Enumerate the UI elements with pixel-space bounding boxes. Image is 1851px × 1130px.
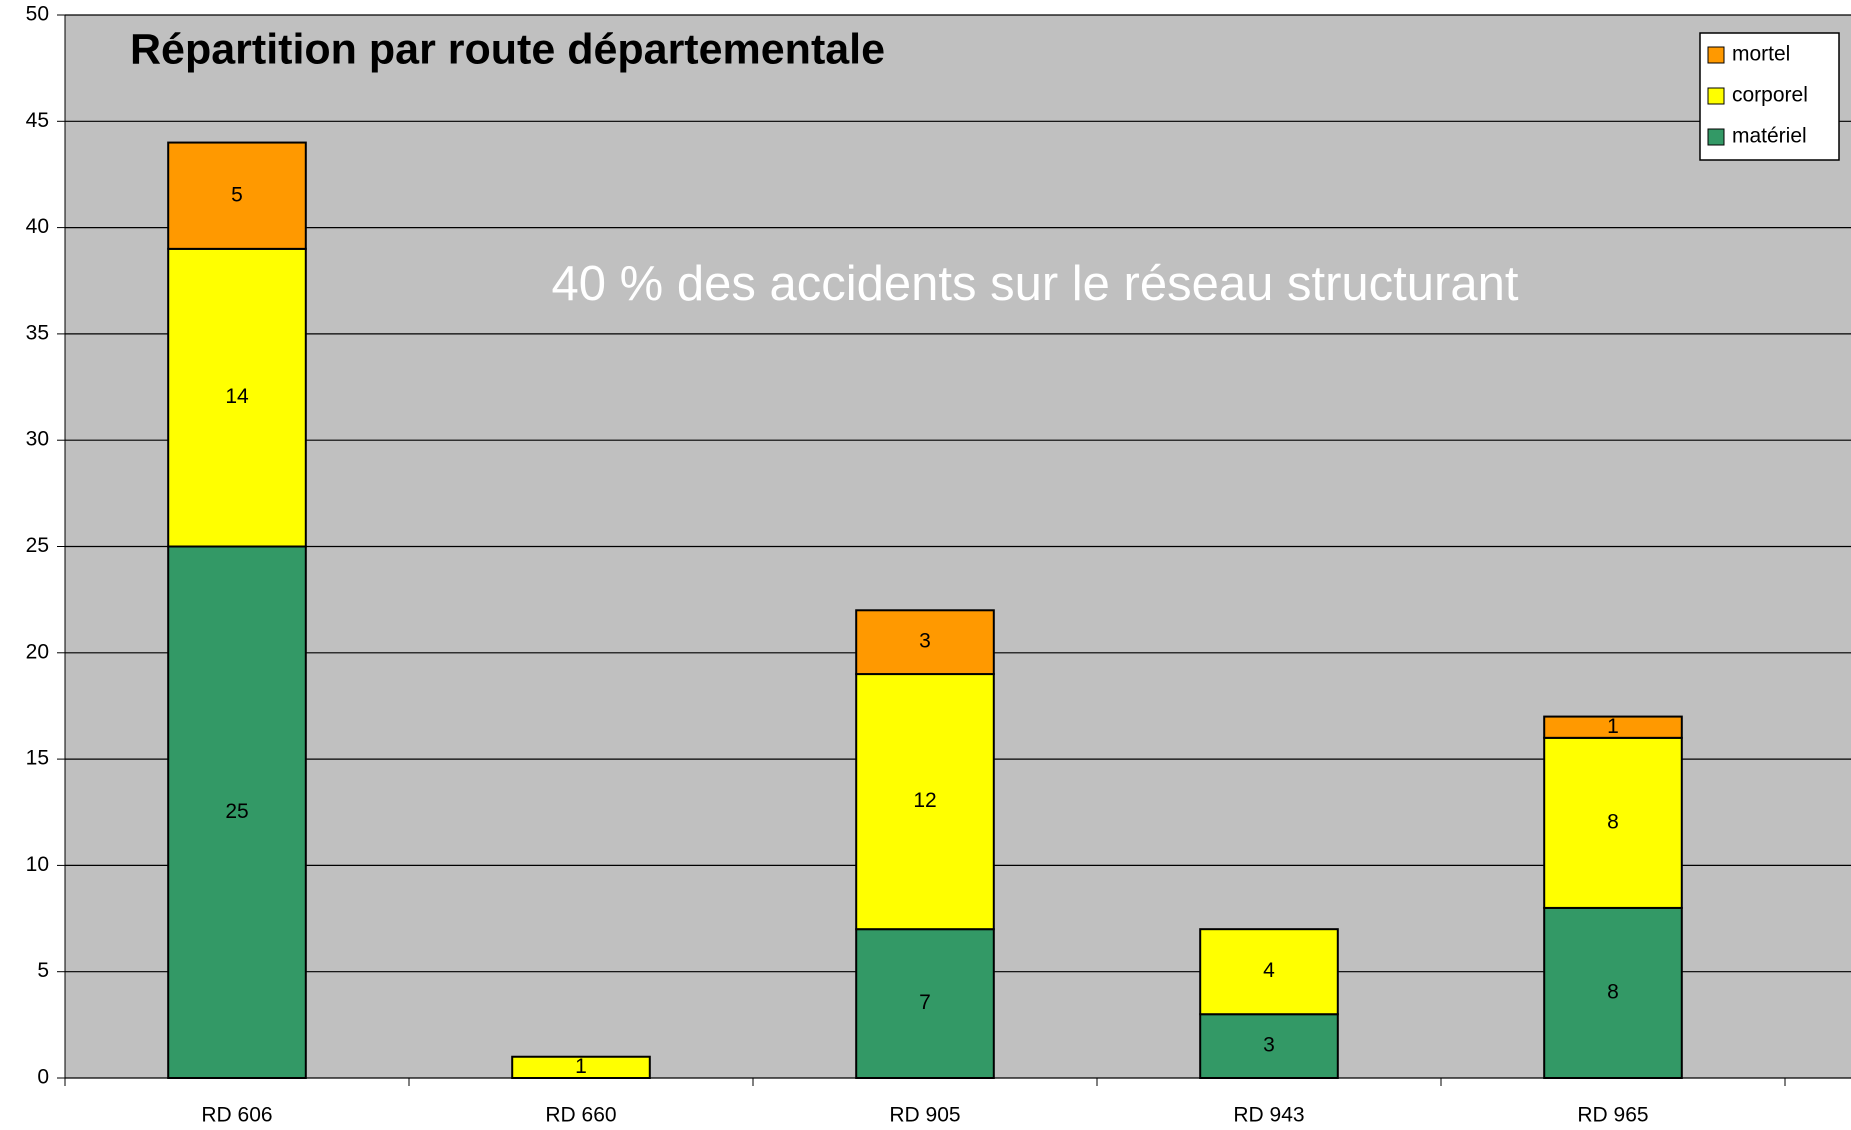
bar-segment	[511, 1055, 651, 1079]
legend-swatch	[1707, 87, 1725, 105]
y-tick-label: 20	[26, 640, 49, 663]
y-tick-label: 35	[26, 321, 49, 344]
data-label: 25	[225, 800, 248, 823]
data-label: 4	[1263, 959, 1275, 982]
y-tick-label: 5	[37, 959, 49, 982]
bar-segment	[855, 609, 995, 676]
x-tick-label: RD 660	[545, 1104, 616, 1127]
data-label: 14	[225, 385, 249, 408]
y-tick-label: 45	[26, 109, 49, 132]
data-label: 8	[1607, 810, 1619, 833]
data-label: 5	[231, 183, 243, 206]
data-label: 12	[913, 789, 936, 812]
y-tick-label: 40	[26, 215, 49, 238]
annotation: 40 % des accidents sur le réseau structu…	[552, 257, 1519, 311]
x-tick-label: RD 965	[1577, 1104, 1648, 1127]
chart-title: Répartition par route départementale	[130, 25, 885, 73]
bar-segment	[1199, 928, 1339, 1016]
bar-segment	[1543, 736, 1683, 909]
legend-label: matériel	[1732, 125, 1807, 148]
y-tick-label: 15	[26, 747, 49, 770]
x-tick-label: RD 606	[201, 1104, 272, 1127]
data-label: 8	[1607, 981, 1619, 1004]
bar-segment	[167, 247, 307, 548]
legend-swatch	[1707, 46, 1725, 64]
y-tick-label: 10	[26, 853, 49, 876]
x-tick-label: RD 905	[889, 1104, 960, 1127]
bar-segment	[1543, 715, 1683, 739]
legend-swatch	[1707, 128, 1725, 146]
bar-segment	[1199, 1013, 1339, 1079]
data-label: 1	[1607, 715, 1619, 738]
legend-label: mortel	[1732, 43, 1790, 66]
y-tick-label: 25	[26, 534, 49, 557]
bar-segment	[167, 141, 307, 250]
bar-segment	[855, 673, 995, 931]
data-label: 7	[919, 991, 931, 1014]
y-tick-label: 50	[26, 3, 49, 26]
bar-segment	[167, 545, 307, 1079]
y-tick-label: 0	[37, 1066, 49, 1089]
data-label: 3	[1263, 1034, 1275, 1057]
x-tick-label: RD 943	[1233, 1104, 1304, 1127]
data-label: 3	[919, 630, 931, 653]
legend-label: corporel	[1732, 84, 1808, 107]
bar-segment	[855, 928, 995, 1079]
data-label: 1	[575, 1055, 587, 1078]
y-tick-label: 30	[26, 428, 49, 451]
